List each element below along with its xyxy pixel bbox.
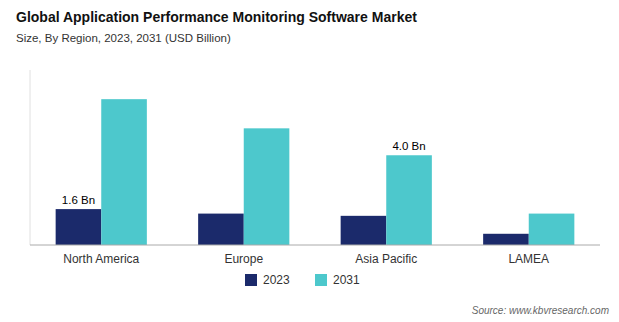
x-tick-label: North America <box>63 252 139 266</box>
bar <box>483 234 529 245</box>
subtitle: Size, By Region, 2023, 2031 (USD Billion… <box>16 32 231 44</box>
bar <box>386 155 432 245</box>
x-tick-label: Asia Pacific <box>355 252 417 266</box>
legend-swatch <box>245 274 257 286</box>
x-tick-label: LAMEA <box>508 252 549 266</box>
bar <box>101 99 147 245</box>
bar <box>56 209 102 245</box>
source: Source: www.kbvresearch.com <box>472 305 609 316</box>
x-tick-label: Europe <box>224 252 263 266</box>
bar <box>341 216 387 245</box>
annotation: 4.0 Bn <box>392 140 425 152</box>
y-axis-line <box>30 70 31 245</box>
bar <box>198 214 244 245</box>
bars <box>56 99 575 245</box>
legend: 2023 2031 <box>245 273 360 287</box>
chart: Global Application Performance Monitorin… <box>0 0 619 322</box>
x-axis-line <box>30 245 600 246</box>
bar <box>529 214 575 245</box>
annotation: 1.6 Bn <box>62 194 95 206</box>
legend-swatch <box>315 274 327 286</box>
legend-label: 2031 <box>333 273 360 287</box>
legend-label: 2023 <box>263 273 290 287</box>
bar <box>244 128 290 245</box>
title: Global Application Performance Monitorin… <box>16 9 417 25</box>
